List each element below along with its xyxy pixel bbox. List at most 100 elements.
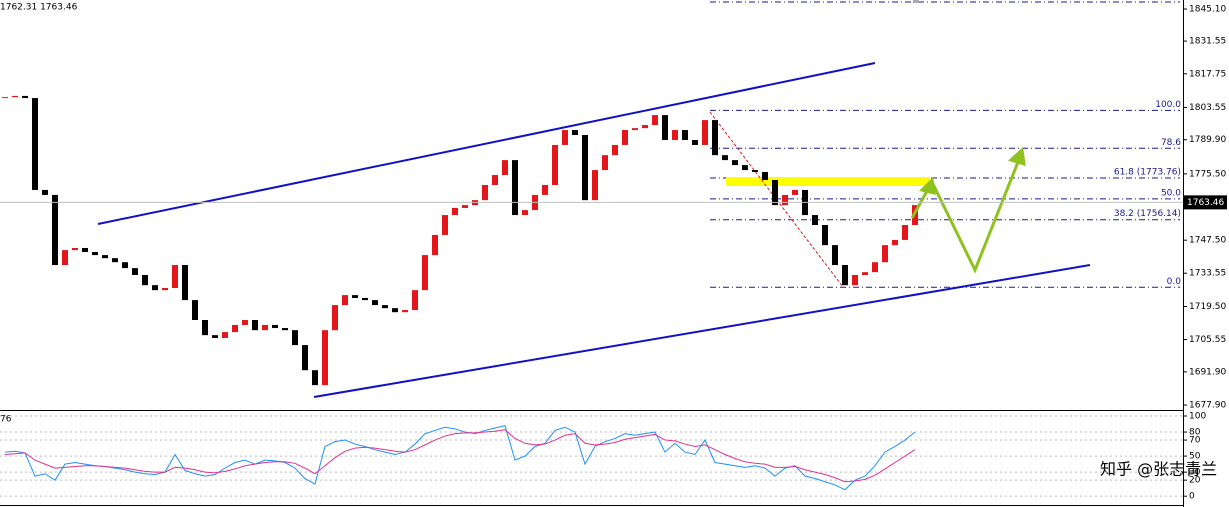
candle-body xyxy=(262,324,268,331)
candle-body xyxy=(102,255,108,259)
candle-body xyxy=(592,170,598,201)
candle-body xyxy=(482,184,488,201)
y-tick-label: 1733.55 xyxy=(1189,269,1226,279)
indicator-tick-label: 20 xyxy=(1189,476,1201,486)
candle-body xyxy=(572,130,578,136)
candle-body xyxy=(212,335,218,338)
candle-body xyxy=(612,144,618,156)
current-price-box xyxy=(1184,195,1227,210)
candle-body xyxy=(812,215,818,226)
candle-body xyxy=(412,290,418,311)
indicator-tick-label: 80 xyxy=(1189,428,1201,438)
candle-body xyxy=(582,135,588,201)
candle-body xyxy=(652,115,658,126)
indicator-tick-label: 70 xyxy=(1189,436,1201,446)
y-tick-label: 1803.55 xyxy=(1189,103,1226,113)
candle-body xyxy=(712,120,718,156)
candle-body xyxy=(432,234,438,256)
candle-body xyxy=(372,300,378,306)
candle-body xyxy=(42,189,48,195)
y-tick-label: 1719.50 xyxy=(1189,302,1226,312)
candle-body xyxy=(452,207,458,216)
candle-body xyxy=(12,95,18,98)
candle-body xyxy=(882,245,888,263)
candle-body xyxy=(62,250,68,266)
fib-label: 78.6 xyxy=(1161,138,1181,148)
indicator-tick-label: 30 xyxy=(1189,468,1201,478)
candle-body xyxy=(302,345,308,371)
projection-path xyxy=(910,151,1024,274)
fib-label: 50.0 xyxy=(1161,188,1181,198)
candle-body xyxy=(292,330,298,346)
projection-arrows xyxy=(910,146,1026,274)
candle-body xyxy=(702,120,708,145)
candle-body xyxy=(162,288,168,291)
candle-body xyxy=(872,262,878,273)
y-tick-label: 1831.55 xyxy=(1189,37,1226,47)
candle-body xyxy=(662,115,668,140)
candle-body xyxy=(772,180,778,206)
candle-body xyxy=(862,272,868,275)
candle-body xyxy=(762,171,768,181)
candle-body xyxy=(332,305,338,331)
y-tick-label: 1789.90 xyxy=(1189,135,1226,145)
indicator-tick-label: 0 xyxy=(1189,492,1195,502)
candle-body xyxy=(892,239,898,246)
candle-body xyxy=(522,210,528,216)
y-tick-label: 1747.50 xyxy=(1189,236,1226,246)
candle-body xyxy=(182,265,188,301)
candle-body xyxy=(622,130,628,145)
candle-body xyxy=(172,265,178,289)
candle-body xyxy=(352,295,358,298)
candle-body xyxy=(82,247,88,253)
candle-body xyxy=(52,194,58,266)
upper-channel xyxy=(97,62,876,225)
candle-body xyxy=(362,297,368,301)
y-tick-label: 1705.55 xyxy=(1189,335,1226,345)
candle-body xyxy=(792,189,798,195)
candle-body xyxy=(682,130,688,140)
candle-body xyxy=(282,328,288,331)
candle-body xyxy=(402,310,408,313)
fib-label: 61.8 (1773.76) xyxy=(1114,167,1181,177)
arrow-head xyxy=(919,176,936,196)
resistance-zone xyxy=(726,177,930,186)
candle-body xyxy=(822,225,828,246)
candle-body xyxy=(502,160,508,176)
candle-body xyxy=(422,255,428,291)
indicator-tick-label: 100 xyxy=(1189,412,1206,422)
lower-channel xyxy=(313,264,1091,398)
candle-body xyxy=(252,319,258,331)
candle-body xyxy=(782,194,788,206)
candle-body xyxy=(92,252,98,256)
fib-anchor-line xyxy=(709,111,844,288)
candle-body xyxy=(752,170,758,172)
candle-body xyxy=(602,155,608,171)
candle-body xyxy=(852,274,858,286)
candle-body xyxy=(732,160,738,166)
indicator-line xyxy=(4,425,916,491)
candle-body xyxy=(22,95,28,99)
current-price-label: 1763.46 xyxy=(1187,198,1224,208)
candle-body xyxy=(2,97,8,99)
y-tick-label: 1817.75 xyxy=(1189,69,1226,79)
candle-body xyxy=(272,324,278,329)
candle-body xyxy=(442,215,448,235)
candle-body xyxy=(542,184,548,195)
candle-body xyxy=(382,305,388,309)
fib-label: 38.2 (1756.14) xyxy=(1114,209,1181,219)
candle-body xyxy=(132,268,138,275)
candle-body xyxy=(72,247,78,251)
candle-body xyxy=(392,308,398,313)
y-tick-label: 1845.10 xyxy=(1189,5,1226,15)
candle-body xyxy=(122,262,128,269)
candle-body xyxy=(512,160,518,216)
candle-body xyxy=(902,225,908,240)
candle-body xyxy=(112,258,118,263)
candle-body xyxy=(552,144,558,185)
candle-body xyxy=(842,265,848,286)
candle-body xyxy=(232,324,238,333)
candle-body xyxy=(642,125,648,129)
